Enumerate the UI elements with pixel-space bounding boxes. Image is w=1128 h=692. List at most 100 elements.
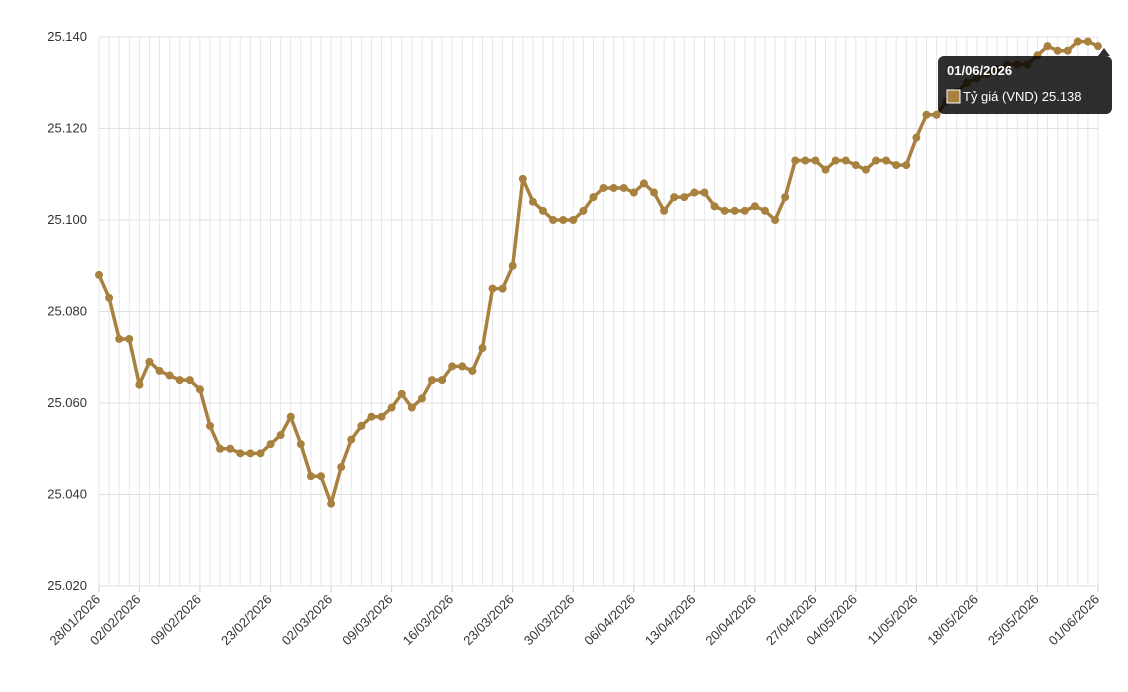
tooltip-text: Tỷ giá (VND) 25.138 xyxy=(963,89,1082,104)
point xyxy=(922,110,931,119)
point xyxy=(256,449,265,458)
point xyxy=(619,183,628,192)
point xyxy=(306,472,315,481)
point xyxy=(478,344,487,353)
point xyxy=(831,156,840,165)
point xyxy=(206,421,214,430)
x-tick-label: 06/04/2026 xyxy=(581,592,638,649)
point xyxy=(559,216,568,224)
point xyxy=(417,394,426,403)
x-tick-label: 11/05/2026 xyxy=(865,592,921,648)
x-tick-label: 02/03/2026 xyxy=(279,592,336,649)
point xyxy=(650,188,658,197)
point xyxy=(347,435,356,444)
point xyxy=(1073,37,1082,46)
point xyxy=(1094,42,1102,51)
point xyxy=(327,499,336,508)
x-tick-label: 09/03/2026 xyxy=(339,592,396,649)
point xyxy=(821,165,830,174)
x-tick-label: 23/02/2026 xyxy=(218,592,275,649)
x-tick-label: 09/02/2026 xyxy=(147,592,204,649)
point xyxy=(629,188,638,197)
y-tick-label: 25.100 xyxy=(47,212,87,227)
y-tick-label: 25.080 xyxy=(47,304,87,319)
point xyxy=(549,216,558,224)
point xyxy=(95,270,103,279)
point xyxy=(185,376,194,385)
point xyxy=(195,385,204,394)
point xyxy=(750,202,759,211)
point xyxy=(841,156,850,165)
point xyxy=(337,463,346,472)
point xyxy=(639,179,648,188)
point xyxy=(458,362,467,371)
point xyxy=(851,161,860,170)
point xyxy=(105,293,114,302)
x-tick-label: 13/04/2026 xyxy=(642,592,699,649)
point xyxy=(771,216,780,224)
tooltip-swatch xyxy=(946,89,961,104)
point xyxy=(286,412,295,421)
point xyxy=(377,412,386,421)
x-tick-label: 20/04/2026 xyxy=(702,592,759,649)
tooltip-series: Tỷ giá (VND) xyxy=(963,89,1038,104)
point xyxy=(266,440,275,449)
point xyxy=(387,403,396,412)
point xyxy=(528,197,537,206)
point xyxy=(861,165,870,174)
point xyxy=(1053,46,1062,55)
point xyxy=(700,188,709,197)
tooltip-title: 01/06/2026 xyxy=(947,63,1012,78)
point xyxy=(609,183,618,192)
point xyxy=(508,261,517,270)
y-tick-label: 25.020 xyxy=(47,578,87,593)
tooltip: 01/06/2026 Tỷ giá (VND) 25.138 xyxy=(938,48,1112,114)
point xyxy=(296,440,305,449)
point xyxy=(720,206,729,215)
point xyxy=(175,376,184,385)
point xyxy=(761,206,769,215)
point xyxy=(882,156,891,165)
x-tick-label: 23/03/2026 xyxy=(460,592,517,649)
point xyxy=(680,193,689,202)
point xyxy=(448,362,457,371)
point xyxy=(135,380,144,389)
point xyxy=(488,284,497,293)
point xyxy=(872,156,880,165)
tooltip-caret xyxy=(1098,48,1110,56)
point xyxy=(216,444,225,453)
x-tick-label: 18/05/2026 xyxy=(924,592,981,649)
point xyxy=(317,472,325,481)
line xyxy=(97,39,1099,506)
point xyxy=(407,403,416,412)
point xyxy=(518,174,527,183)
point xyxy=(589,193,598,202)
point xyxy=(468,366,477,375)
tooltip-value: 25.138 xyxy=(1042,89,1082,104)
tooltip-box xyxy=(938,56,1112,114)
point xyxy=(670,193,679,202)
point xyxy=(125,334,134,343)
point xyxy=(236,449,245,458)
point xyxy=(730,206,739,215)
point xyxy=(367,412,376,421)
point xyxy=(599,183,608,192)
point xyxy=(145,357,154,366)
point xyxy=(115,334,124,343)
point xyxy=(710,202,719,211)
point xyxy=(740,206,749,215)
y-tick-label: 25.060 xyxy=(47,395,87,410)
point xyxy=(690,188,699,197)
point xyxy=(912,133,921,142)
point xyxy=(246,449,255,458)
point xyxy=(781,193,790,202)
point xyxy=(1083,37,1092,46)
point xyxy=(1063,46,1072,55)
point xyxy=(579,206,588,215)
point xyxy=(397,389,406,398)
point xyxy=(357,421,366,430)
point xyxy=(1043,42,1052,51)
point xyxy=(801,156,810,165)
point xyxy=(498,284,507,293)
